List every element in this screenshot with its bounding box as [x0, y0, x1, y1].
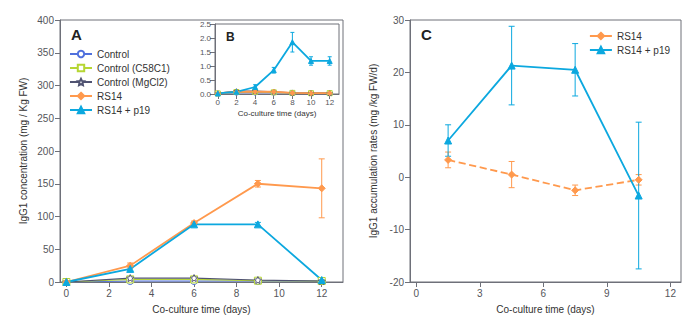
svg-text:B: B [226, 30, 235, 44]
svg-text:100: 100 [37, 211, 54, 222]
svg-text:Control (C58C1): Control (C58C1) [97, 63, 170, 74]
svg-text:RS14: RS14 [97, 91, 122, 102]
svg-text:12: 12 [325, 98, 334, 107]
svg-text:6: 6 [191, 288, 197, 299]
svg-text:IgG1 accumulation rates (mg /k: IgG1 accumulation rates (mg /kg FW/d) [368, 64, 379, 239]
svg-text:50: 50 [43, 244, 55, 255]
svg-text:RS14 + p19: RS14 + p19 [617, 45, 671, 56]
svg-text:12: 12 [316, 288, 328, 299]
svg-text:6: 6 [272, 98, 277, 107]
svg-text:200: 200 [37, 146, 54, 157]
svg-text:Co-culture time (days): Co-culture time (days) [496, 304, 594, 315]
svg-text:0: 0 [216, 98, 221, 107]
svg-text:350: 350 [37, 47, 54, 58]
svg-text:0: 0 [398, 172, 404, 183]
svg-text:C: C [421, 26, 432, 43]
svg-text:-20: -20 [390, 277, 405, 288]
svg-text:0.0: 0.0 [200, 90, 212, 99]
svg-text:RS14 + p19: RS14 + p19 [97, 105, 151, 116]
svg-text:0: 0 [414, 288, 420, 299]
svg-text:2: 2 [106, 288, 112, 299]
svg-text:RS14: RS14 [617, 31, 642, 42]
svg-text:2: 2 [234, 98, 239, 107]
svg-text:1.0: 1.0 [200, 62, 212, 71]
svg-text:1.5: 1.5 [200, 48, 212, 57]
svg-text:2.0: 2.0 [200, 34, 212, 43]
svg-text:250: 250 [37, 113, 54, 124]
svg-text:150: 150 [37, 178, 54, 189]
svg-text:10: 10 [307, 98, 316, 107]
svg-text:9: 9 [604, 288, 610, 299]
svg-text:300: 300 [37, 80, 54, 91]
svg-text:4: 4 [149, 288, 155, 299]
svg-text:Control: Control [97, 49, 129, 60]
svg-text:Co-culture time (days): Co-culture time (days) [238, 109, 317, 118]
svg-text:20: 20 [393, 67, 405, 78]
svg-text:8: 8 [234, 288, 240, 299]
svg-text:400: 400 [37, 15, 54, 26]
svg-text:0.5: 0.5 [200, 76, 212, 85]
svg-text:8: 8 [290, 98, 295, 107]
svg-text:3: 3 [477, 288, 483, 299]
svg-text:0: 0 [48, 277, 54, 288]
svg-text:10: 10 [393, 119, 405, 130]
svg-text:A: A [71, 26, 82, 43]
svg-text:2.5: 2.5 [200, 20, 212, 29]
svg-text:6: 6 [541, 288, 547, 299]
svg-text:30: 30 [393, 15, 405, 26]
svg-text:0: 0 [64, 288, 70, 299]
svg-text:-10: -10 [390, 224, 405, 235]
svg-text:4: 4 [253, 98, 258, 107]
svg-text:12: 12 [665, 288, 677, 299]
svg-text:Control (MgCl2): Control (MgCl2) [97, 77, 168, 88]
svg-text:10: 10 [274, 288, 286, 299]
svg-text:Co-culture time (days): Co-culture time (days) [152, 304, 250, 315]
svg-text:IgG1 concentration (mg / Kg FW: IgG1 concentration (mg / Kg FW) [18, 78, 29, 225]
